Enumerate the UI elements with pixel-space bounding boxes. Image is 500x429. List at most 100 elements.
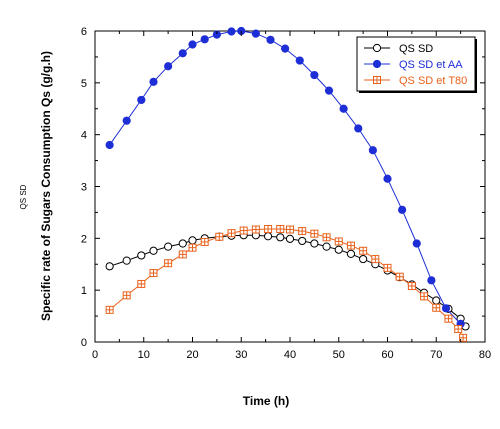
data-point	[383, 263, 392, 272]
data-point	[286, 225, 294, 234]
data-point	[334, 245, 343, 254]
data-point	[324, 86, 334, 95]
data-point	[137, 251, 146, 260]
data-point	[383, 174, 392, 183]
data-point	[407, 282, 416, 291]
data-point	[444, 314, 453, 323]
data-point	[373, 76, 381, 84]
data-point	[276, 225, 285, 234]
y-tick-label: 2	[81, 233, 87, 245]
data-point	[122, 291, 131, 300]
data-point	[164, 62, 173, 71]
data-point	[266, 35, 275, 44]
data-point	[122, 256, 131, 265]
data-point	[276, 233, 285, 242]
series-3	[105, 225, 468, 342]
data-point	[251, 225, 260, 234]
data-point	[188, 40, 197, 49]
x-tick-label: 20	[186, 349, 198, 361]
data-point	[359, 254, 368, 264]
x-tick-label: 0	[92, 349, 98, 361]
data-point	[368, 146, 377, 155]
data-point	[339, 104, 348, 113]
data-point	[441, 304, 451, 313]
data-point	[322, 242, 331, 251]
y-axis-title: Specific rate of Sugars Consumption Qs (…	[39, 51, 53, 321]
data-point	[310, 229, 319, 238]
y-tick-label: 1	[81, 285, 87, 297]
legend-entry: QS SD et AA	[364, 59, 463, 71]
x-tick-label: 30	[235, 349, 247, 361]
data-point	[346, 241, 355, 250]
data-point	[227, 229, 236, 238]
data-point	[310, 239, 319, 248]
data-point	[285, 234, 295, 243]
data-point	[264, 225, 273, 234]
data-point	[178, 250, 187, 259]
data-point	[298, 236, 307, 246]
data-point	[432, 296, 441, 305]
y-tick-label: 3	[81, 182, 87, 194]
data-point	[164, 259, 173, 268]
data-point	[200, 35, 209, 44]
data-point	[188, 236, 197, 245]
data-point	[149, 269, 158, 278]
data-point	[178, 239, 187, 248]
data-point	[420, 292, 429, 301]
x-tick-label: 10	[138, 349, 150, 361]
data-point	[310, 70, 319, 80]
data-point	[178, 49, 187, 58]
data-point	[432, 303, 441, 312]
data-point	[334, 237, 343, 246]
data-point	[459, 333, 468, 342]
x-tick-label: 50	[333, 349, 345, 361]
data-point	[346, 249, 356, 258]
y-tick-label: 0	[81, 337, 87, 349]
legend-entry: QS SD et T80	[364, 75, 467, 87]
data-point	[215, 232, 224, 241]
data-point	[122, 116, 131, 125]
legend-entry: QS SD	[364, 43, 433, 55]
data-point	[239, 226, 248, 235]
data-point	[105, 262, 114, 271]
data-point	[412, 239, 421, 248]
y-tick-label: 4	[81, 130, 87, 142]
data-point	[137, 95, 146, 105]
x-tick-label: 80	[479, 349, 491, 361]
data-point	[427, 276, 436, 285]
data-point	[398, 205, 407, 214]
data-point	[263, 232, 273, 241]
data-point	[395, 272, 404, 281]
x-tick-label: 70	[430, 349, 442, 361]
data-point	[137, 279, 146, 288]
data-point	[164, 242, 173, 251]
x-tick-label: 40	[284, 349, 296, 361]
data-point	[200, 237, 209, 246]
axis-layer: 0 10 20 30 40 50 60 70 80 0 1 2 3 4 5 6	[81, 26, 491, 361]
legend: QS SD QS SD et AA QS SD et T80	[356, 36, 477, 93]
data-point	[149, 77, 158, 86]
data-point	[227, 27, 236, 36]
data-point	[281, 44, 290, 53]
data-point	[105, 140, 114, 150]
y-tick-label: 5	[81, 78, 87, 90]
data-point	[359, 246, 368, 255]
series-2	[105, 26, 465, 328]
x-axis-title: Time (h)	[243, 394, 289, 408]
data-point	[454, 325, 463, 334]
y-tick-label: 6	[81, 26, 87, 38]
side-label: QS SD	[19, 184, 28, 209]
data-point	[149, 246, 158, 255]
data-point	[372, 43, 382, 53]
data-point	[298, 227, 307, 236]
x-tick-label: 60	[381, 349, 393, 361]
data-point	[354, 124, 363, 133]
data-point	[295, 56, 304, 65]
data-point	[372, 59, 382, 69]
legend-label: QS SD	[399, 43, 433, 55]
legend-label: QS SD et AA	[399, 59, 463, 71]
data-point	[105, 305, 114, 314]
series-layer	[105, 26, 470, 342]
data-point	[251, 29, 260, 38]
